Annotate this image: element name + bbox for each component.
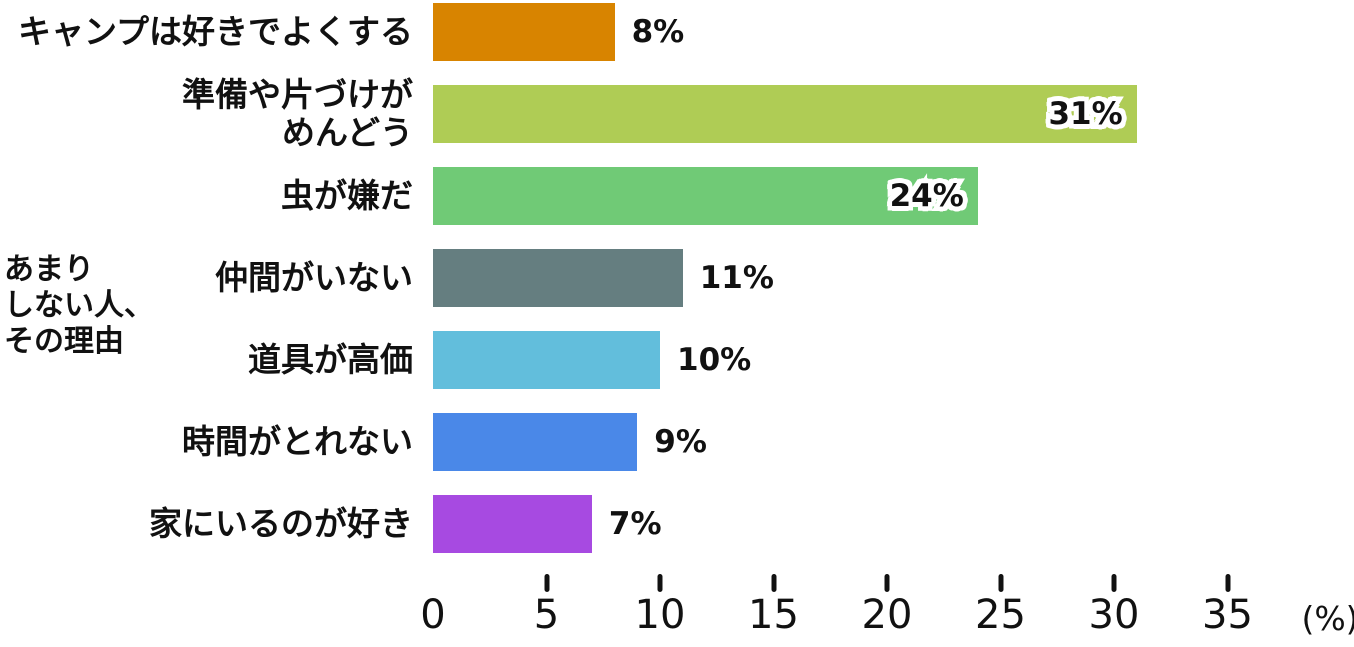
value-label: 31% 31% (1044, 92, 1127, 137)
category-label: キャンプは好きでよくする (17, 12, 413, 52)
chart-row: 家にいるのが好き 7% (0, 495, 1354, 553)
axis-tick-label: 20 (861, 592, 913, 638)
value-label: 24% 24% (885, 174, 968, 219)
value-label-text: 24% (889, 178, 964, 214)
category-label: 虫が嫌だ (281, 176, 413, 216)
bar (433, 3, 615, 61)
chart-row: 虫が嫌だ 24% 24% (0, 167, 1354, 225)
bar (433, 495, 592, 553)
bar (433, 167, 978, 225)
axis-tick-label: 30 (1088, 592, 1140, 638)
chart-group-label: あまり しない人、 その理由 (4, 252, 154, 359)
axis-tick-label: 35 (1202, 592, 1253, 638)
axis-tick-label: 5 (533, 592, 560, 638)
bar (433, 85, 1137, 143)
axis-tick-mark (1225, 574, 1230, 592)
bar (433, 249, 683, 307)
chart-row: 時間がとれない 9% (0, 413, 1354, 471)
chart-row: 仲間がいない 11% (0, 249, 1354, 307)
axis-tick-label: 15 (748, 592, 799, 638)
axis-tick-mark (884, 574, 890, 592)
category-label: 道具が高価 (248, 340, 413, 380)
value-label: 8% (631, 14, 685, 50)
value-label: 11% (699, 260, 774, 296)
axis-tick-mark (771, 574, 776, 592)
chart-row: キャンプは好きでよくする 8% (0, 3, 1354, 61)
category-label: 時間がとれない (182, 422, 413, 462)
value-label-outline: 31% (1044, 92, 1127, 137)
bar (433, 413, 638, 471)
value-label: 9% (654, 424, 707, 460)
category-label: 仲間がいない (215, 258, 413, 298)
value-label: 10% (677, 342, 752, 378)
axis-tick-mark (657, 574, 663, 592)
value-label-text: 31% (1048, 96, 1123, 132)
axis-tick-mark (544, 574, 549, 592)
axis-tick-label: 0 (420, 592, 446, 638)
chart-row: 道具が高価 10% (0, 331, 1354, 389)
axis-tick-mark (998, 574, 1003, 592)
axis-tick-label: 25 (975, 592, 1026, 638)
axis-tick-label: 10 (634, 592, 686, 638)
category-label: 家にいるのが好き (149, 504, 413, 544)
bar (433, 331, 660, 389)
category-label: 準備や片づけが めんどう (182, 75, 413, 152)
value-label: 7% (608, 506, 662, 542)
x-axis-unit: (%) (1301, 599, 1354, 638)
chart-row: 準備や片づけが めんどう 31% 31% (0, 75, 1354, 152)
axis-tick-mark (1111, 574, 1117, 592)
value-label-outline: 24% (885, 174, 968, 219)
